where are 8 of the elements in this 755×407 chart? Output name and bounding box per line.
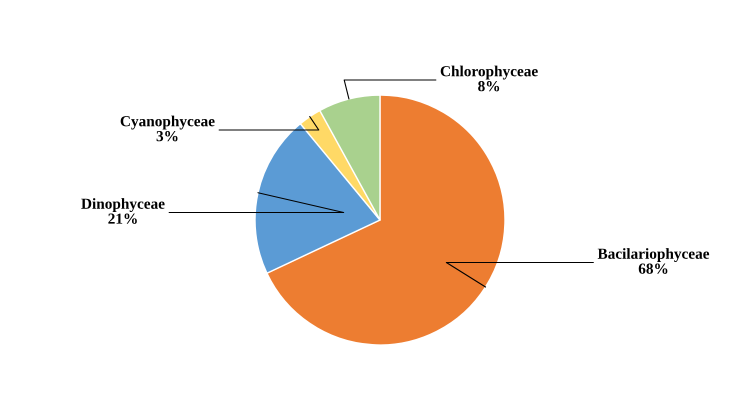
data-label: 68% — [638, 263, 668, 274]
slice-label: Dinophyceae — [81, 198, 165, 212]
data-label: 8% — [478, 80, 500, 92]
data-label: 3% — [156, 130, 178, 142]
slice-label: Chlorophyceae — [440, 66, 538, 80]
slice-label: Cyanophyceae — [120, 116, 215, 130]
data-label: 21% — [108, 213, 137, 224]
slice-label: Bacilariophyceae — [598, 248, 710, 262]
